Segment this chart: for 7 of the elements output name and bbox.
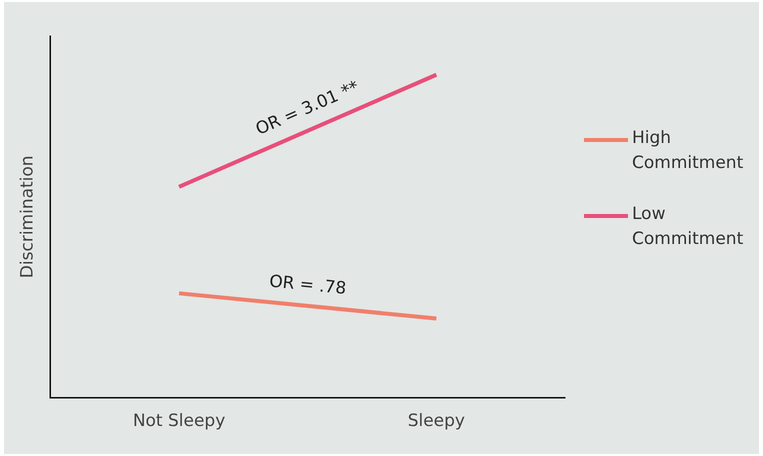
legend-label: Low Commitment [632,203,744,251]
x-tick-label: Sleepy [408,411,465,432]
x-tick-label: Not Sleepy [132,411,226,432]
annotation: OR = 3.01 ** [252,77,362,140]
legend-label: High Commitment [632,127,744,175]
y-axis-title: Discrimination [18,155,38,278]
annotation: OR = .78 [268,272,348,299]
